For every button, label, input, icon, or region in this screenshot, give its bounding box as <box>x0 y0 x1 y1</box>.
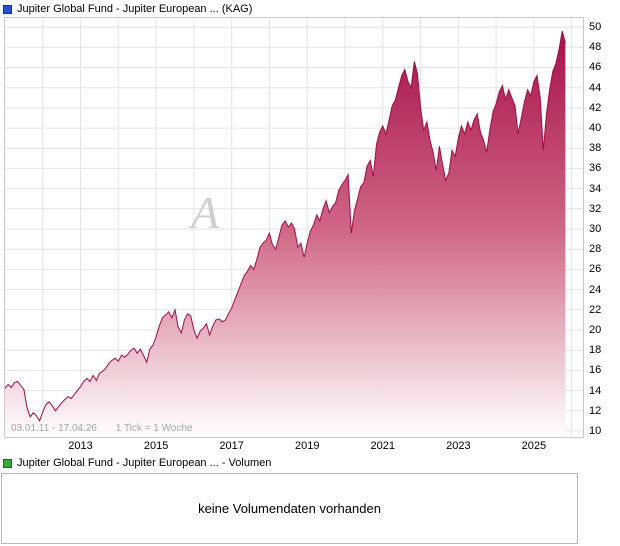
y-axis: 10 12 14 16 18 20 22 24 26 28 30 32 34 36 38 40 42 44 46 48… <box>589 17 619 438</box>
date-range-label: 03.01.11 - 17.04.26 <box>11 423 97 434</box>
x-axis-label: 2017 <box>219 440 244 452</box>
y-axis-label: 38 <box>589 142 602 155</box>
y-axis-label: 44 <box>589 81 602 94</box>
y-axis-label: 28 <box>589 243 602 256</box>
y-axis-label: 30 <box>589 223 602 235</box>
volume-series-swatch <box>3 458 12 468</box>
y-axis-label: 48 <box>589 41 602 54</box>
y-axis-label: 34 <box>589 182 602 195</box>
y-axis-label: 46 <box>589 61 602 74</box>
x-axis-label: 2013 <box>68 440 93 452</box>
y-axis-label: 40 <box>589 122 602 135</box>
price-chart-canvas[interactable]: A <box>5 18 583 437</box>
price-area <box>5 31 566 437</box>
y-axis-label: 50 <box>589 21 602 34</box>
volume-title: Jupiter Global Fund - Jupiter European .… <box>17 457 272 469</box>
volume-legend: Jupiter Global Fund - Jupiter European .… <box>3 457 271 469</box>
x-axis: 2013 2015 2017 2019 2021 2023 2025 <box>4 440 584 454</box>
y-axis-label: 26 <box>589 263 602 276</box>
y-axis-label: 24 <box>589 283 602 296</box>
y-axis-label: 18 <box>589 344 602 357</box>
y-axis-label: 12 <box>589 404 602 417</box>
y-axis-label: 32 <box>589 202 602 215</box>
y-axis-label: 20 <box>589 323 602 336</box>
y-axis-label: 36 <box>589 162 602 175</box>
watermark: A <box>188 187 220 238</box>
tick-interval-label: 1 Tick = 1 Woche <box>115 423 193 434</box>
price-chart-title: Jupiter Global Fund - Jupiter European .… <box>17 3 253 15</box>
x-axis-label: 2023 <box>446 440 471 452</box>
y-axis-label: 10 <box>589 424 602 437</box>
price-chart-plot: A 03.01.11 - 17.04.26 1 Tick = 1 Woche <box>4 17 584 438</box>
x-axis-label: 2021 <box>370 440 396 452</box>
chart-range-info: 03.01.11 - 17.04.26 1 Tick = 1 Woche <box>11 423 193 434</box>
price-series-swatch <box>3 4 12 14</box>
y-axis-label: 14 <box>589 384 602 397</box>
y-axis-label: 22 <box>589 303 602 316</box>
y-axis-label: 42 <box>589 101 602 114</box>
price-chart-legend: Jupiter Global Fund - Jupiter European .… <box>3 3 252 15</box>
x-axis-label: 2015 <box>143 440 169 452</box>
x-axis-label: 2019 <box>294 440 320 452</box>
x-axis-label: 2025 <box>521 440 547 452</box>
volume-empty-message: keine Volumendaten vorhanden <box>198 501 381 516</box>
y-axis-label: 16 <box>589 364 602 377</box>
volume-panel: keine Volumendaten vorhanden <box>1 473 578 544</box>
price-line <box>5 30 566 422</box>
